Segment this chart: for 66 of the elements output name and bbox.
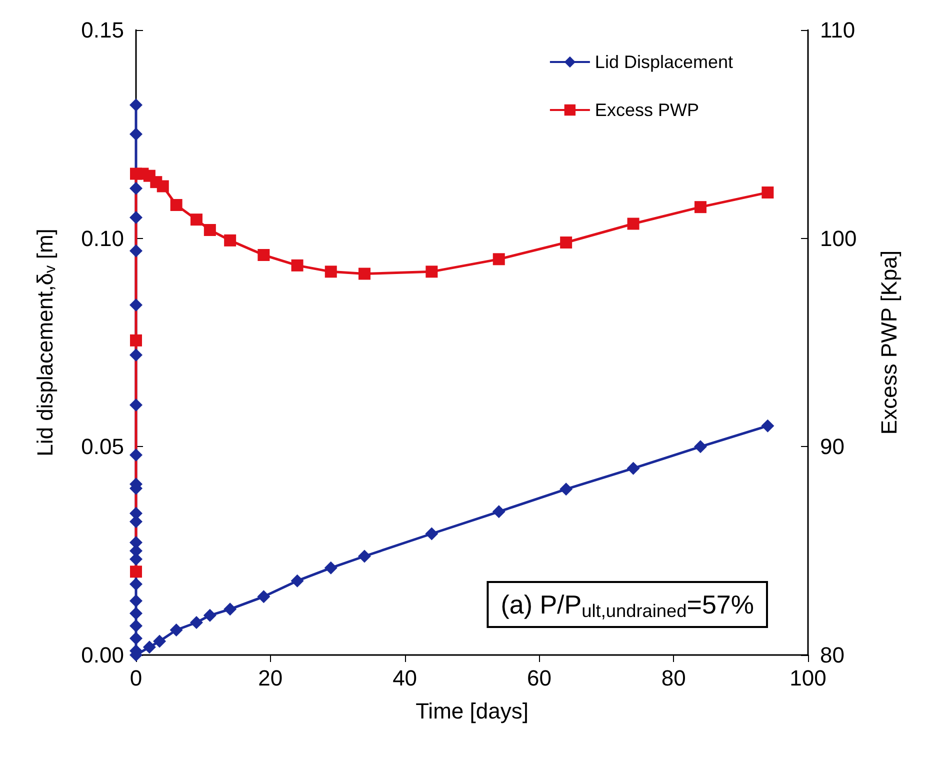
point [130,619,142,632]
y-tick-label: 0.00 [81,642,124,668]
point [130,128,142,141]
point [203,608,216,622]
point [130,98,142,112]
y2-tick-label: 110 [820,18,856,42]
point [291,259,304,272]
point [130,348,142,362]
point [762,186,774,198]
point [130,448,142,462]
point [426,266,438,278]
point [560,236,572,248]
point [156,180,169,192]
point [153,634,166,648]
point [492,253,505,266]
point [130,594,142,608]
point [130,566,142,578]
x-tick-label: 40 [392,666,418,690]
point [425,527,438,540]
x-tick-label: 0 [130,666,142,690]
point [130,606,142,620]
point [130,244,142,258]
point [224,234,236,246]
point [694,201,706,214]
point [130,182,142,195]
point [170,624,183,636]
point [761,419,774,432]
point [492,505,506,518]
point [204,224,216,236]
point [130,398,142,412]
point [190,214,202,226]
point [626,462,640,475]
point [560,482,573,496]
x-tick-label: 20 [258,666,283,690]
point [130,211,142,224]
y2-axis-title: Excess PWP [Kpa] [876,250,902,435]
point [358,268,370,280]
point [290,574,304,588]
point [190,616,203,629]
point [130,632,142,645]
point [257,590,270,604]
point [627,218,640,230]
legend-label: Lid Displacement [594,52,734,72]
legend-label: Excess PWP [594,100,699,120]
point [170,199,182,211]
x-tick-label: 80 [661,666,686,690]
point [130,578,142,591]
y2-tick-label: 90 [820,434,844,460]
y-tick-label: 0.10 [81,226,124,251]
point [324,561,338,574]
x-tick-label: 60 [526,666,552,690]
point [224,602,237,616]
point [130,298,142,312]
x-axis-title: Time [days] [416,698,528,724]
point [130,334,142,346]
y-axis-title: Lid displacement,δv [m] [32,228,59,456]
point [142,640,156,654]
y2-tick-label: 100 [820,226,857,251]
point [694,440,707,454]
y-tick-label: 0.05 [81,434,124,460]
point [358,550,371,563]
y-tick-label: 0.15 [81,18,124,42]
point [258,249,270,261]
y2-tick-label: 80 [820,642,844,668]
x-tick-label: 100 [790,666,826,690]
point [324,266,337,278]
